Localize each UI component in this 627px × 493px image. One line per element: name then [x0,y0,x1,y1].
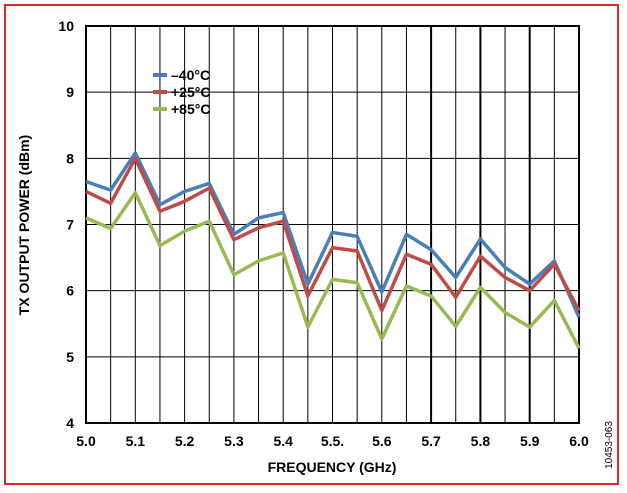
y-tick-label: 9 [66,84,74,100]
x-tick-label: 5.5. [321,433,344,449]
y-tick-label: 10 [58,18,74,34]
tick-labels: 5.0 5.1 5.2 5.3 5.4 5.5. 5.6 5.7 5.8 5.9 6.0 4 5 6 7 8 9… [58,18,589,449]
figure-id: 10453-063 [604,421,615,469]
x-tick-label: 5.7 [421,433,441,449]
grid-lines [86,26,579,423]
legend-label: +85°C [171,101,210,117]
series-line-2 [85,190,581,350]
chart-frame [4,4,619,485]
y-tick-label: 8 [66,150,74,166]
y-tick-label: 7 [66,217,74,233]
x-tick-label: 5.2 [175,433,195,449]
y-axis-title: TX OUTPUT POWER (dBm) [16,135,32,315]
x-tick-label: 5.9 [520,433,540,449]
x-tick-label: 5.0 [76,433,96,449]
series-line-1 [85,156,581,313]
x-tick-label: 5.4 [273,433,293,449]
series-lines [85,151,581,350]
y-tick-label: 6 [66,283,74,299]
y-tick-label: 4 [66,415,74,431]
x-tick-label: 6.0 [569,433,589,449]
legend-label: –40°C [171,67,210,83]
x-axis-title: FREQUENCY (GHz) [268,459,397,475]
x-tick-label: 5.6 [372,433,392,449]
x-tick-label: 5.1 [126,433,146,449]
series-line-0 [85,151,581,318]
x-tick-label: 5.3 [224,433,244,449]
legend-label: +25°C [171,84,210,100]
x-tick-label: 5.8 [471,433,491,449]
legend: –40°C+25°C+85°C [153,67,210,117]
y-tick-label: 5 [66,349,74,365]
